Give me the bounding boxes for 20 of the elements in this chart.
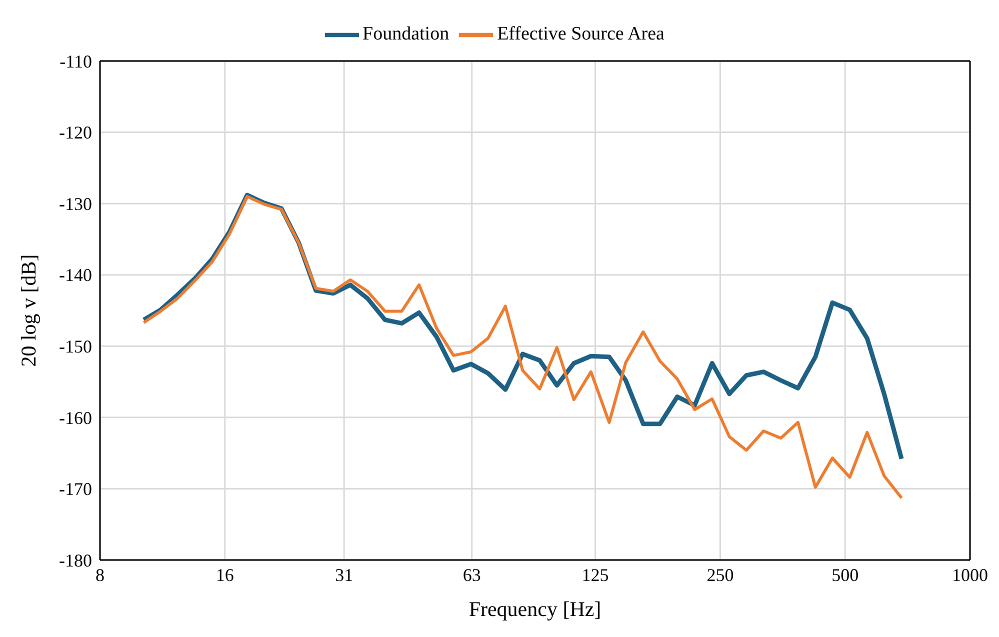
legend-label: Foundation <box>362 23 450 44</box>
y-tick-label: -170 <box>59 479 92 500</box>
y-tick-label: -150 <box>59 336 92 357</box>
x-tick-label: 16 <box>216 564 234 585</box>
x-tick-label: 125 <box>582 564 609 585</box>
y-tick-label: -160 <box>59 408 92 428</box>
x-axis-title: Frequency [Hz] <box>468 597 602 621</box>
legend-label: Effective Source Area <box>497 23 664 44</box>
x-tick-label: 31 <box>335 564 354 585</box>
y-tick-label: -130 <box>59 194 92 214</box>
y-tick-label: -110 <box>60 51 92 72</box>
y-tick-label: -180 <box>59 550 92 570</box>
x-tick-label: 500 <box>832 564 859 585</box>
x-tick-label: 63 <box>462 564 481 585</box>
x-tick-label: 1000 <box>952 564 988 585</box>
x-tick-label: 8 <box>96 564 104 585</box>
x-tick-label: 250 <box>706 564 734 585</box>
y-axis-title: 20 log v [dB] <box>16 254 40 367</box>
y-tick-label: -120 <box>59 122 92 143</box>
y-tick-label: -140 <box>59 265 92 286</box>
